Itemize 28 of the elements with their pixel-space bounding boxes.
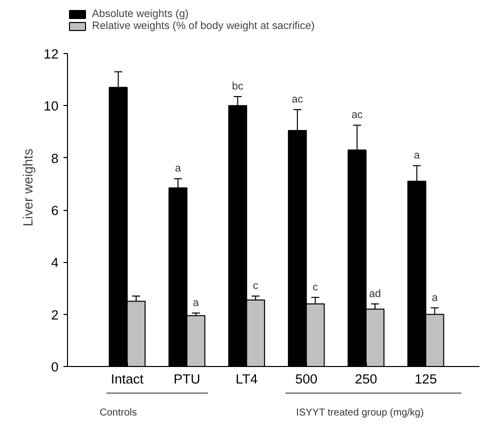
y-tick-label: 4 [51, 255, 60, 270]
data-label: c [252, 280, 259, 292]
data-label: a [414, 150, 420, 162]
data-label: bc [232, 80, 244, 93]
data-label: a [432, 292, 438, 304]
legend-label: Relative weights (% of body weight at sacrifice) [92, 20, 315, 32]
x-tick-label: PTU [174, 372, 200, 386]
x-tick-label: Intact [110, 372, 144, 386]
data-label: c [312, 281, 319, 294]
x-tick-label: 250 [354, 372, 378, 386]
data-label: a [175, 162, 181, 175]
y-tick-label: 6 [51, 203, 59, 218]
text: Controls [100, 407, 137, 418]
data-label: ac [292, 94, 304, 106]
y-tick-label: 0 [51, 360, 59, 374]
data-label: ad [369, 288, 382, 300]
data-label: a [192, 297, 199, 310]
x-tick-label: 500 [295, 372, 318, 386]
y-tick-label: 10 [44, 98, 59, 114]
x-tick-label: 125 [414, 372, 437, 386]
y-axis-title: Liver weights [20, 148, 36, 226]
text: ISYYT treated group (mg/kg) [296, 407, 424, 418]
x-tick-label: LT4 [236, 372, 258, 386]
y-tick-label: 8 [51, 150, 59, 166]
y-tick-label: 2 [51, 307, 59, 322]
data-label: ac [351, 109, 364, 122]
y-tick-label: 12 [44, 46, 59, 62]
legend-label: Absolute weights (g) [92, 8, 189, 20]
